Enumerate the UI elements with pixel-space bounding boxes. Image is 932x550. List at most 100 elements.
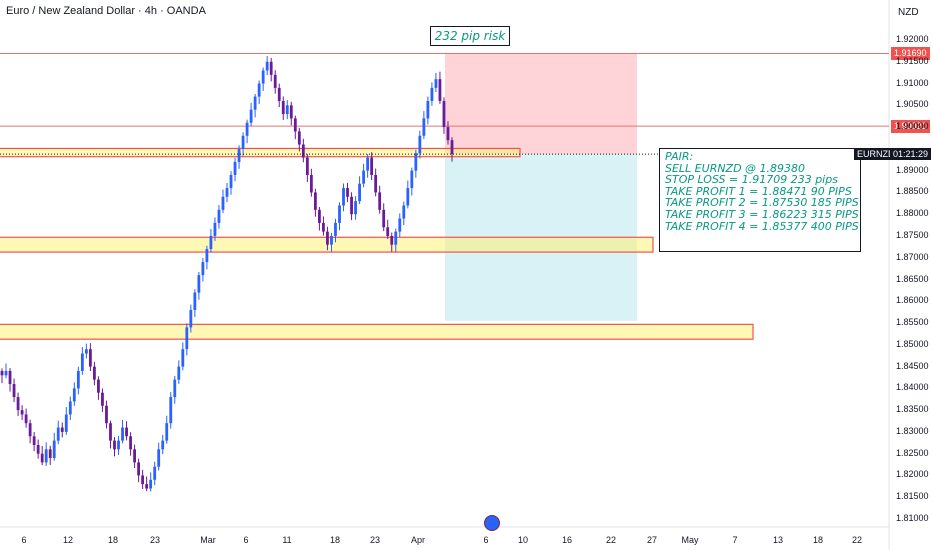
time-tick-label: 16 bbox=[561, 535, 573, 545]
time-tick-label: 11 bbox=[282, 535, 292, 545]
candle-body-109 bbox=[438, 79, 442, 101]
trade-line-stop: STOP LOSS = 1.91709 233 pips bbox=[665, 173, 838, 187]
candle-body-70 bbox=[281, 100, 285, 115]
price-tick-label: 1.86500 bbox=[896, 273, 929, 284]
candle-body-37 bbox=[149, 479, 153, 489]
trade-line-tp4: TAKE PROFIT 4 = 1.85377 400 PIPS bbox=[665, 219, 859, 233]
candle-body-80 bbox=[322, 222, 325, 232]
currency-label: NZD bbox=[898, 7, 919, 18]
candle-body-40 bbox=[161, 440, 165, 450]
time-tick-label: 23 bbox=[149, 535, 161, 545]
candle-body-9 bbox=[36, 444, 40, 454]
candle-body-77 bbox=[309, 174, 313, 193]
price-tick-label: 1.91000 bbox=[896, 77, 929, 88]
candle-body-62 bbox=[249, 109, 253, 123]
candle-body-52 bbox=[209, 235, 213, 250]
price-tick-label: 1.90500 bbox=[896, 99, 929, 110]
candle-body-68 bbox=[273, 74, 277, 88]
candle-body-12 bbox=[48, 449, 52, 459]
time-tick-label: 6 bbox=[483, 535, 489, 545]
candle-body-5 bbox=[20, 410, 24, 415]
candle-body-108 bbox=[434, 79, 438, 88]
candle-body-87 bbox=[350, 196, 353, 215]
candle-body-24 bbox=[97, 379, 100, 393]
candle-body-63 bbox=[253, 96, 257, 110]
supply-demand-zone-1 bbox=[0, 147, 521, 158]
candle-body-102 bbox=[410, 170, 414, 189]
candle-body-86 bbox=[346, 188, 349, 197]
price-tick-label: 1.91500 bbox=[896, 55, 929, 66]
time-tick-label: 18 bbox=[329, 535, 341, 545]
candle-body-69 bbox=[277, 87, 281, 101]
bar-countdown-tag: 01:21:29 bbox=[890, 148, 932, 161]
candle-body-41 bbox=[165, 423, 169, 441]
candle-body-32 bbox=[129, 436, 132, 450]
price-tick-label: 1.84500 bbox=[896, 360, 929, 371]
price-tick-label: 1.86000 bbox=[896, 295, 929, 306]
candle-body-2 bbox=[8, 370, 12, 385]
time-tick-label: 23 bbox=[369, 535, 381, 545]
candle-body-11 bbox=[44, 449, 48, 463]
candle-body-89 bbox=[358, 183, 361, 202]
price-tick-label: 1.87500 bbox=[896, 229, 929, 240]
candle-body-106 bbox=[426, 100, 430, 119]
candle-body-76 bbox=[305, 157, 309, 175]
candle-body-23 bbox=[93, 366, 96, 380]
symbol-price-tag: EURNZD bbox=[854, 148, 898, 161]
time-tick-label: 18 bbox=[107, 535, 119, 545]
candle-body-36 bbox=[145, 484, 149, 489]
candle-body-78 bbox=[313, 192, 317, 210]
candle-body-35 bbox=[141, 475, 145, 485]
time-tick-label: 22 bbox=[851, 535, 863, 545]
price-tick-label: 1.89000 bbox=[896, 164, 929, 175]
candle-body-28 bbox=[113, 440, 116, 450]
price-tick-label: 1.83500 bbox=[896, 404, 929, 415]
price-tick-label: 1.88000 bbox=[896, 208, 929, 219]
time-tick-label: 6 bbox=[21, 535, 27, 545]
candle-body-33 bbox=[133, 449, 136, 463]
candle-body-51 bbox=[205, 249, 209, 263]
time-tick-label: 18 bbox=[812, 535, 824, 545]
candle-body-82 bbox=[330, 235, 333, 245]
candle-body-94 bbox=[378, 192, 382, 210]
trade-line-tp2: TAKE PROFIT 2 = 1.87530 185 PIPS bbox=[665, 196, 859, 210]
candle-body-103 bbox=[414, 153, 418, 171]
trade-line-tp1: TAKE PROFIT 1 = 1.88471 90 PIPS bbox=[665, 184, 852, 198]
candle-body-85 bbox=[342, 188, 345, 206]
candle-body-8 bbox=[32, 436, 36, 445]
candle-body-72 bbox=[289, 105, 293, 119]
candle-body-101 bbox=[406, 188, 410, 206]
candle-body-22 bbox=[88, 349, 92, 367]
tradingview-logo-icon[interactable] bbox=[484, 515, 500, 531]
time-tick-label: 22 bbox=[605, 535, 617, 545]
candle-body-14 bbox=[56, 427, 60, 441]
candle-body-90 bbox=[362, 170, 366, 184]
price-tick-label: 1.81000 bbox=[896, 513, 929, 523]
candle-body-3 bbox=[12, 384, 16, 398]
candle-body-93 bbox=[374, 174, 378, 193]
candle-body-95 bbox=[382, 209, 386, 228]
candle-body-96 bbox=[386, 227, 390, 236]
price-tick-label: 1.81500 bbox=[896, 491, 929, 502]
time-tick-label: 7 bbox=[732, 535, 738, 545]
candle-body-15 bbox=[60, 427, 64, 432]
candle-body-100 bbox=[402, 205, 406, 219]
candle-body-88 bbox=[354, 201, 357, 215]
time-tick-label: Apr bbox=[410, 535, 426, 545]
candle-body-48 bbox=[193, 292, 197, 310]
candle-body-49 bbox=[197, 275, 201, 293]
candle-body-18 bbox=[72, 388, 76, 402]
pip-risk-note: 232 pip risk bbox=[430, 26, 510, 46]
time-tick-label: 13 bbox=[772, 535, 784, 545]
time-tick-label: 10 bbox=[517, 535, 529, 545]
candle-body-43 bbox=[173, 379, 177, 398]
candle-body-99 bbox=[398, 218, 402, 232]
price-tick-label: 1.88500 bbox=[896, 186, 929, 197]
price-tick-label: 1.82500 bbox=[896, 447, 929, 458]
candle-body-45 bbox=[181, 349, 185, 367]
candle-body-91 bbox=[366, 157, 370, 171]
candle-body-55 bbox=[221, 196, 225, 210]
candle-body-58 bbox=[233, 161, 237, 175]
